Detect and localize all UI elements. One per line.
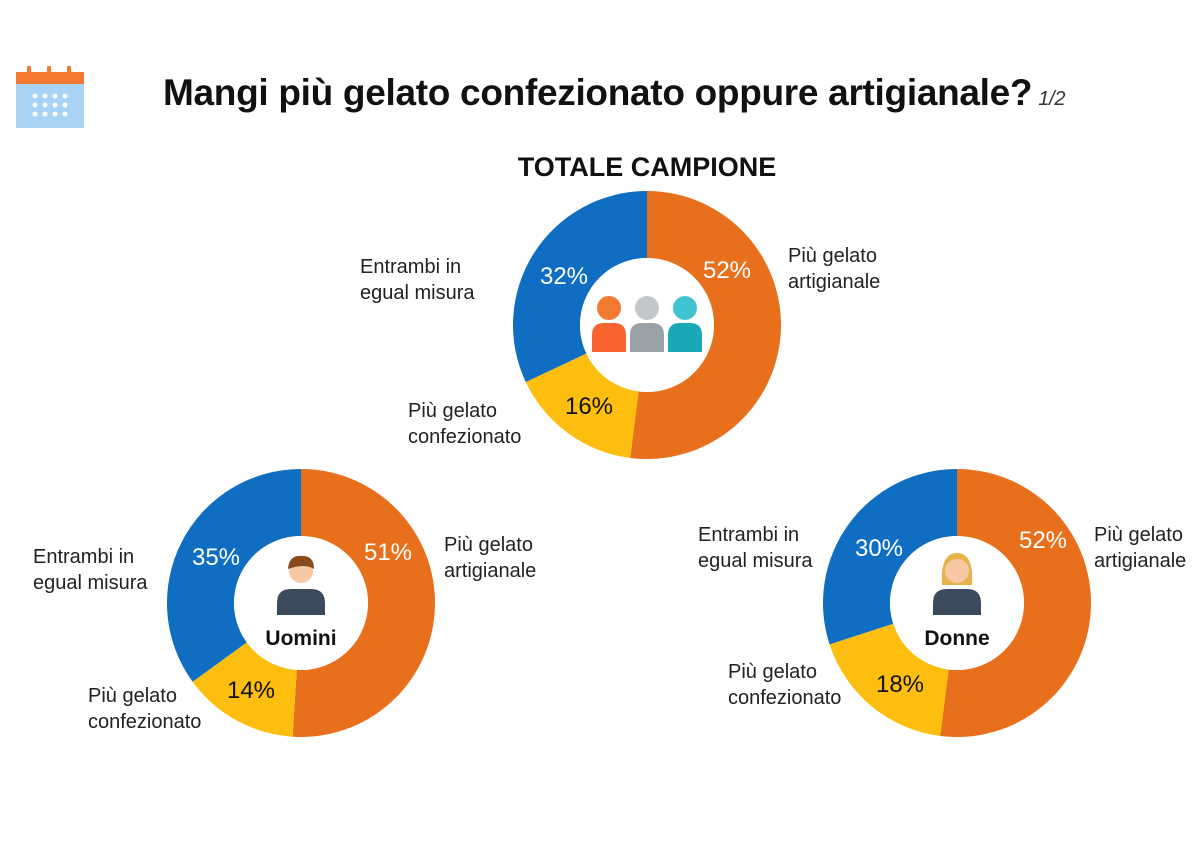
data-label-entrambi: 32%	[540, 263, 588, 290]
page-number: 1/2	[1038, 88, 1066, 110]
donut-chart-2: 51% 14% 35% Più gelato artigianale Più gelato…	[33, 469, 536, 738]
page-title-text: Mangi più gelato confezionato oppure art…	[163, 72, 1033, 113]
people-group-icon	[592, 296, 702, 352]
slice-artigianale	[630, 190, 782, 460]
category-label-entrambi: Entrambi in egual misura	[698, 524, 813, 572]
avatar-hair	[288, 555, 314, 569]
person-head	[597, 296, 621, 320]
slice-entrambi	[823, 469, 957, 645]
donut-chart-3: 52% 18% 30% Più gelato artigianale Più gelato…	[698, 468, 1186, 737]
person-body	[668, 323, 702, 352]
category-label-artigianale: Più gelato artigianale	[788, 245, 880, 293]
category-label-confezionato: Più gelato confezionato	[408, 400, 521, 448]
man-avatar-icon	[277, 555, 325, 615]
avatar-body	[277, 589, 325, 615]
category-label-confezionato: Più gelato confezionato	[728, 661, 841, 709]
slice-confezionato	[192, 642, 297, 737]
avatar-head	[945, 559, 969, 583]
person-head	[673, 296, 697, 320]
slice-entrambi	[166, 469, 301, 682]
category-label-artigianale: Più gelato artigianale	[1094, 524, 1186, 572]
person-head	[635, 296, 659, 320]
center-label: Donne	[924, 627, 989, 650]
slice-confezionato	[525, 353, 639, 458]
category-label-confezionato: Più gelato confezionato	[88, 685, 201, 733]
data-label-confezionato: 14%	[227, 677, 275, 704]
data-label-artigianale: 52%	[703, 257, 751, 284]
woman-avatar-icon	[933, 553, 981, 615]
slice-artigianale	[940, 468, 1091, 737]
category-label-entrambi: Entrambi in egual misura	[33, 546, 148, 594]
slice-confezionato	[829, 623, 949, 736]
data-label-artigianale: 52%	[1019, 527, 1067, 554]
data-label-artigianale: 51%	[364, 539, 412, 566]
slice-artigianale	[292, 469, 435, 738]
calendar-icon	[16, 66, 84, 128]
data-label-confezionato: 18%	[876, 671, 924, 698]
center-label: Uomini	[265, 627, 336, 650]
category-label-entrambi: Entrambi in egual misura	[360, 256, 475, 304]
person-body	[592, 323, 626, 352]
avatar-body	[933, 589, 981, 615]
data-label-confezionato: 16%	[565, 393, 613, 420]
page-title: Mangi più gelato confezionato oppure art…	[163, 72, 1065, 114]
data-label-entrambi: 30%	[855, 535, 903, 562]
donut-chart-1: 52% 16% 32% Più gelato artigianale Più gelato…	[360, 152, 880, 460]
slice-entrambi	[513, 191, 647, 383]
category-label-artigianale: Più gelato artigianale	[444, 534, 536, 582]
chart-title: TOTALE CAMPIONE	[518, 152, 777, 182]
person-body	[630, 323, 664, 352]
data-label-entrambi: 35%	[192, 544, 240, 571]
